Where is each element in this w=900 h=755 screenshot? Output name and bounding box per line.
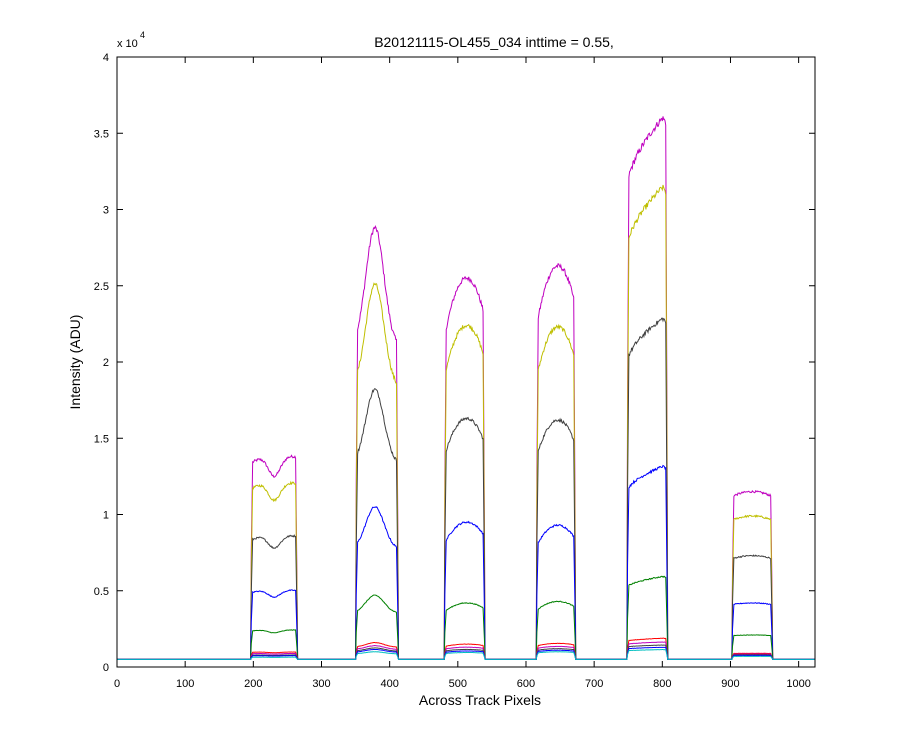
x-tick-label: 1000 — [786, 678, 810, 690]
series-line-10 — [117, 649, 815, 660]
x-tick-label: 500 — [449, 678, 467, 690]
x-tick-label: 200 — [244, 678, 262, 690]
y-tick-label: 0.5 — [94, 586, 109, 598]
x-tick-label: 600 — [517, 678, 535, 690]
x-axis-label: Across Track Pixels — [419, 692, 541, 708]
series-line-5 — [117, 575, 815, 660]
x-tick-label: 700 — [585, 678, 603, 690]
y-tick-label: 2 — [103, 357, 109, 369]
y-tick-label: 3.5 — [94, 128, 109, 140]
y-tick-label: 2.5 — [94, 281, 109, 293]
y-tick-label: 3 — [103, 205, 109, 217]
x-tick-label: 100 — [176, 678, 194, 690]
y-tick-label: 1.5 — [94, 433, 109, 445]
series-line-1 — [117, 116, 815, 660]
x-tick-label: 900 — [721, 678, 739, 690]
ticks-layer: 0 100 200 300 400 500 600 700 800 900 1000 0 0.5 1 1.5… — [94, 52, 815, 690]
x-tick-label: 400 — [380, 678, 398, 690]
x-tick-label: 300 — [312, 678, 330, 690]
y-exponent-power: 4 — [140, 30, 145, 40]
series-line-6 — [117, 637, 815, 660]
series-layer — [117, 116, 815, 660]
y-tick-label: 1 — [103, 510, 109, 522]
y-tick-label: 0 — [103, 662, 109, 674]
series-line-3 — [117, 317, 815, 660]
y-tick-label: 4 — [103, 52, 109, 64]
series-line-2 — [117, 184, 815, 660]
x-tick-label: 0 — [114, 678, 120, 690]
chart-title: B20121115-OL455_034 inttime = 0.55, — [374, 34, 614, 50]
y-axis-label: Intensity (ADU) — [67, 315, 83, 410]
series-line-4 — [117, 464, 815, 660]
y-exponent-multiplier: x 10 — [117, 38, 138, 50]
x-tick-label: 800 — [653, 678, 671, 690]
plot-frame — [116, 56, 816, 668]
